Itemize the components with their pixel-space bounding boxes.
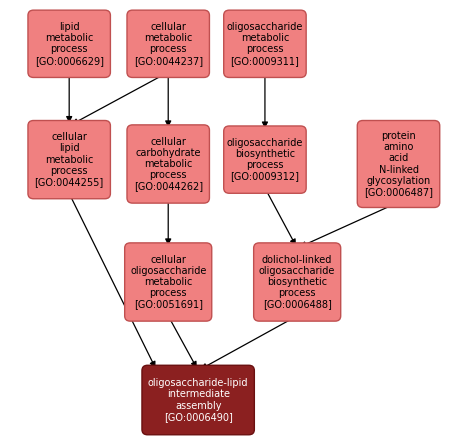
- FancyBboxPatch shape: [127, 10, 210, 78]
- Text: cellular
oligosaccharide
metabolic
process
[GO:0051691]: cellular oligosaccharide metabolic proce…: [130, 255, 206, 310]
- FancyBboxPatch shape: [28, 120, 110, 199]
- Text: oligosaccharide
metabolic
process
[GO:0009311]: oligosaccharide metabolic process [GO:00…: [227, 22, 303, 66]
- FancyBboxPatch shape: [224, 126, 306, 193]
- Text: oligosaccharide-lipid
intermediate
assembly
[GO:0006490]: oligosaccharide-lipid intermediate assem…: [148, 378, 249, 422]
- FancyBboxPatch shape: [357, 120, 440, 207]
- FancyBboxPatch shape: [28, 10, 110, 78]
- FancyBboxPatch shape: [125, 243, 212, 321]
- Text: oligosaccharide
biosynthetic
process
[GO:0009312]: oligosaccharide biosynthetic process [GO…: [227, 138, 303, 182]
- Text: lipid
metabolic
process
[GO:0006629]: lipid metabolic process [GO:0006629]: [35, 22, 104, 66]
- FancyBboxPatch shape: [142, 365, 254, 435]
- Text: protein
amino
acid
N-linked
glycosylation
[GO:0006487]: protein amino acid N-linked glycosylatio…: [364, 131, 433, 197]
- Text: cellular
metabolic
process
[GO:0044237]: cellular metabolic process [GO:0044237]: [133, 22, 203, 66]
- Text: cellular
carbohydrate
metabolic
process
[GO:0044262]: cellular carbohydrate metabolic process …: [133, 136, 203, 191]
- Text: dolichol-linked
oligosaccharide
biosynthetic
process
[GO:0006488]: dolichol-linked oligosaccharide biosynth…: [259, 255, 336, 310]
- FancyBboxPatch shape: [254, 243, 341, 321]
- FancyBboxPatch shape: [224, 10, 306, 78]
- FancyBboxPatch shape: [127, 125, 210, 203]
- Text: cellular
lipid
metabolic
process
[GO:0044255]: cellular lipid metabolic process [GO:004…: [35, 132, 104, 187]
